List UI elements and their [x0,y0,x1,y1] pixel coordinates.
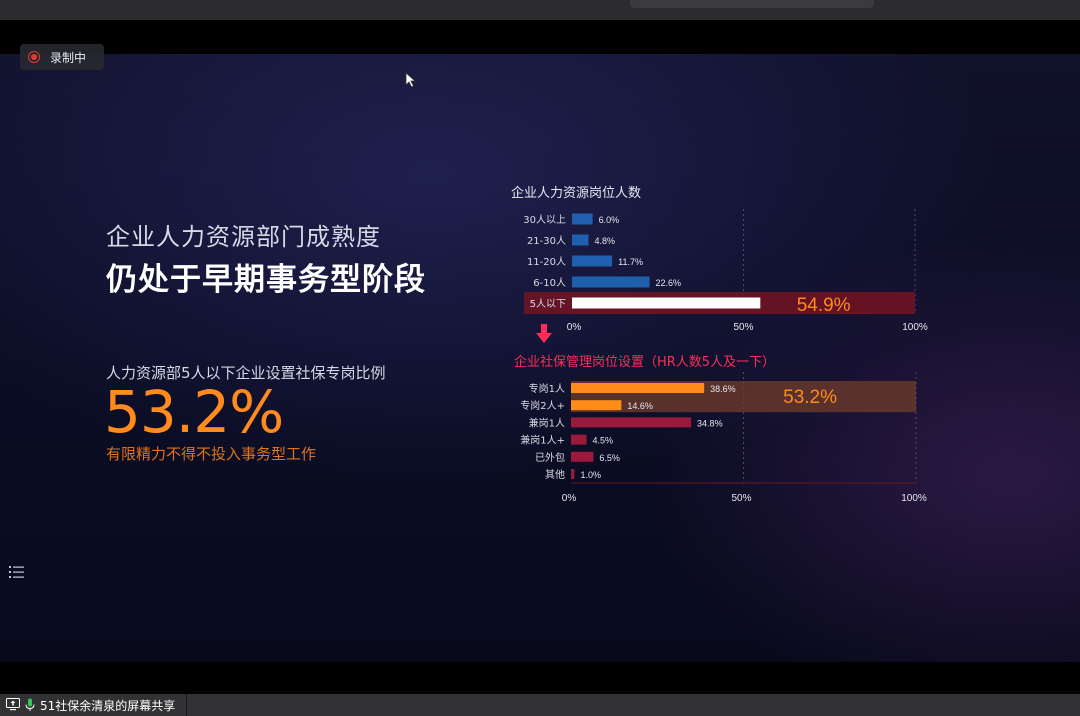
chart2-value-label: 38.6% [710,384,736,394]
letterbox-top [0,20,1080,54]
chart1-tick-label: 0% [567,322,582,333]
social-security-role-chart: 53.2% 专岗1人 38.6% 专岗2人+ 14.6% 兼岗1人 34.8% 兼岗1人+ 4.… [520,372,927,504]
chart2-value-label: 6.5% [599,453,620,463]
stat-note: 有限精力不得不投入事务型工作 [106,445,317,463]
recording-badge[interactable]: 录制中 [20,44,104,70]
screen-share-bar: 51社保余清泉的屏幕共享 [0,694,1080,716]
slide-subtitle: 企业人力资源部门成熟度 [106,223,381,251]
chart2-category-label: 其他 [545,468,565,481]
chart1-bar [572,234,589,246]
letterbox-bottom [0,662,1080,694]
microphone-icon[interactable] [25,698,35,712]
chart1-tick-label: 100% [902,322,928,333]
chart2-category-label: 已外包 [535,451,565,464]
chart2-highlight-label: 53.2% [783,387,837,408]
big-stat-value: 53.2% [104,378,284,446]
screen-share-label: 51社保余清泉的屏幕共享 [40,699,176,713]
chart1-category-label: 5人以下 [530,298,566,310]
chart2-bar [571,417,692,428]
down-arrow-icon [536,324,552,343]
chart2-tick-label: 50% [731,493,751,504]
chart2-category-label: 兼岗1人 [529,416,565,429]
chart2-category-label: 专岗2人+ [520,399,565,412]
chart1-category-label: 6-10人 [533,277,566,289]
chart1-value-label: 22.6% [656,278,682,288]
chart2-tick-label: 0% [562,493,577,504]
chart2-category-label: 兼岗1人+ [520,434,565,447]
hr-headcount-chart: 54.9% 30人以上 6.0% 21-30人 4.8% 11-20人 11.7% 6-10人… [523,209,928,333]
chart2-bar [571,469,575,479]
chart1-title: 企业人力资源岗位人数 [511,186,642,201]
list-menu-icon[interactable] [8,564,26,580]
chart1-bar [572,255,613,267]
chart1-tick-label: 50% [733,322,753,333]
chart2-tick-label: 100% [901,493,927,504]
recording-label: 录制中 [50,50,87,65]
chart1-value-label: 6.0% [599,215,620,225]
chart1-bar [572,276,650,288]
top-window-bar [0,0,1080,20]
chart1-category-label: 30人以上 [523,214,566,226]
stat-description: 人力资源部5人以下企业设置社保专岗比例 [106,364,386,382]
top-toolbar-pill [630,0,874,8]
chart2-value-label: 34.8% [697,418,723,428]
chart1-bar [572,297,761,309]
chart2-value-label: 14.6% [627,401,653,411]
screen-share-icon[interactable] [6,698,20,711]
chart1-category-label: 21-30人 [527,235,566,247]
chart1-bar [572,213,593,225]
chart2-value-label: 1.0% [580,470,601,480]
taskbar-divider [186,694,187,716]
chart1-highlight-label: 54.9% [797,295,851,316]
presentation-slide [0,54,1080,662]
chart2-bar [571,434,587,445]
chart2-bar [571,451,594,462]
chart2-bar [571,383,705,393]
chart1-value-label: 11.7% [618,257,643,267]
cursor-icon [405,72,417,88]
record-icon [28,51,40,63]
slide-headline: 仍处于早期事务型阶段 [106,262,426,298]
chart2-title: 企业社保管理岗位设置（HR人数5人及一下） [514,355,776,370]
chart2-category-label: 专岗1人 [529,382,565,395]
chart2-value-label: 4.5% [593,436,614,446]
chart1-value-label: 4.8% [594,236,615,246]
chart1-category-label: 11-20人 [527,256,566,268]
chart2-bar [571,400,622,411]
